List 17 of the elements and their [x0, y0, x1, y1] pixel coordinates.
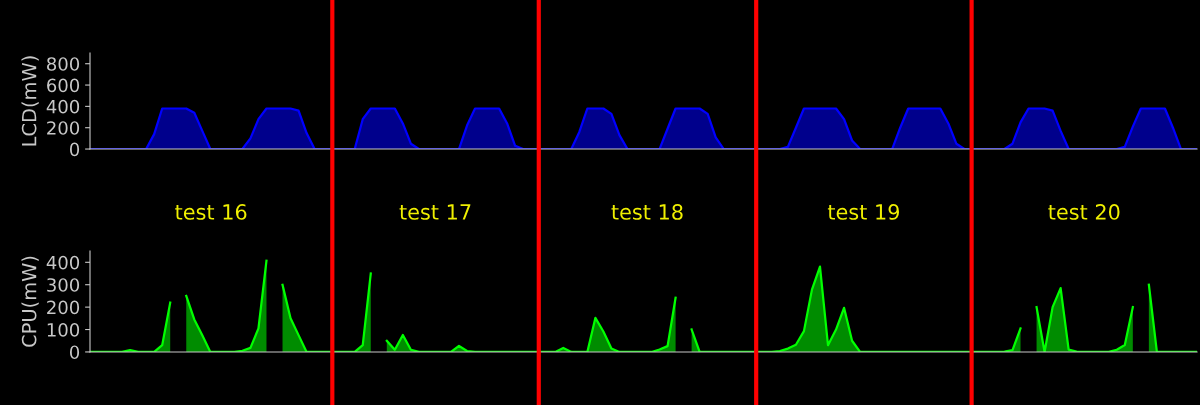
y-axis-title: CPU(mW)	[21, 256, 39, 347]
y-tick-label: 0	[69, 142, 80, 157]
y-tick-label: 200	[47, 300, 80, 315]
y-tick-label: 300	[47, 278, 80, 292]
y-tick-label: 400	[46, 255, 80, 270]
text: test 20	[1048, 204, 1120, 220]
text: test 17	[399, 204, 471, 220]
y-tick-label: 0	[69, 345, 80, 360]
text: test 18	[611, 204, 683, 220]
y-tick-label: 200	[47, 121, 80, 135]
y-tick-label: 600	[47, 78, 80, 93]
y-axis-title: LCD(mW)	[21, 56, 39, 146]
y-tick-label: 400	[46, 99, 80, 114]
y-tick-label: 800	[47, 57, 80, 71]
text: test 16	[175, 204, 247, 220]
text: test 19	[827, 204, 900, 220]
y-tick-label: 100	[47, 322, 80, 337]
